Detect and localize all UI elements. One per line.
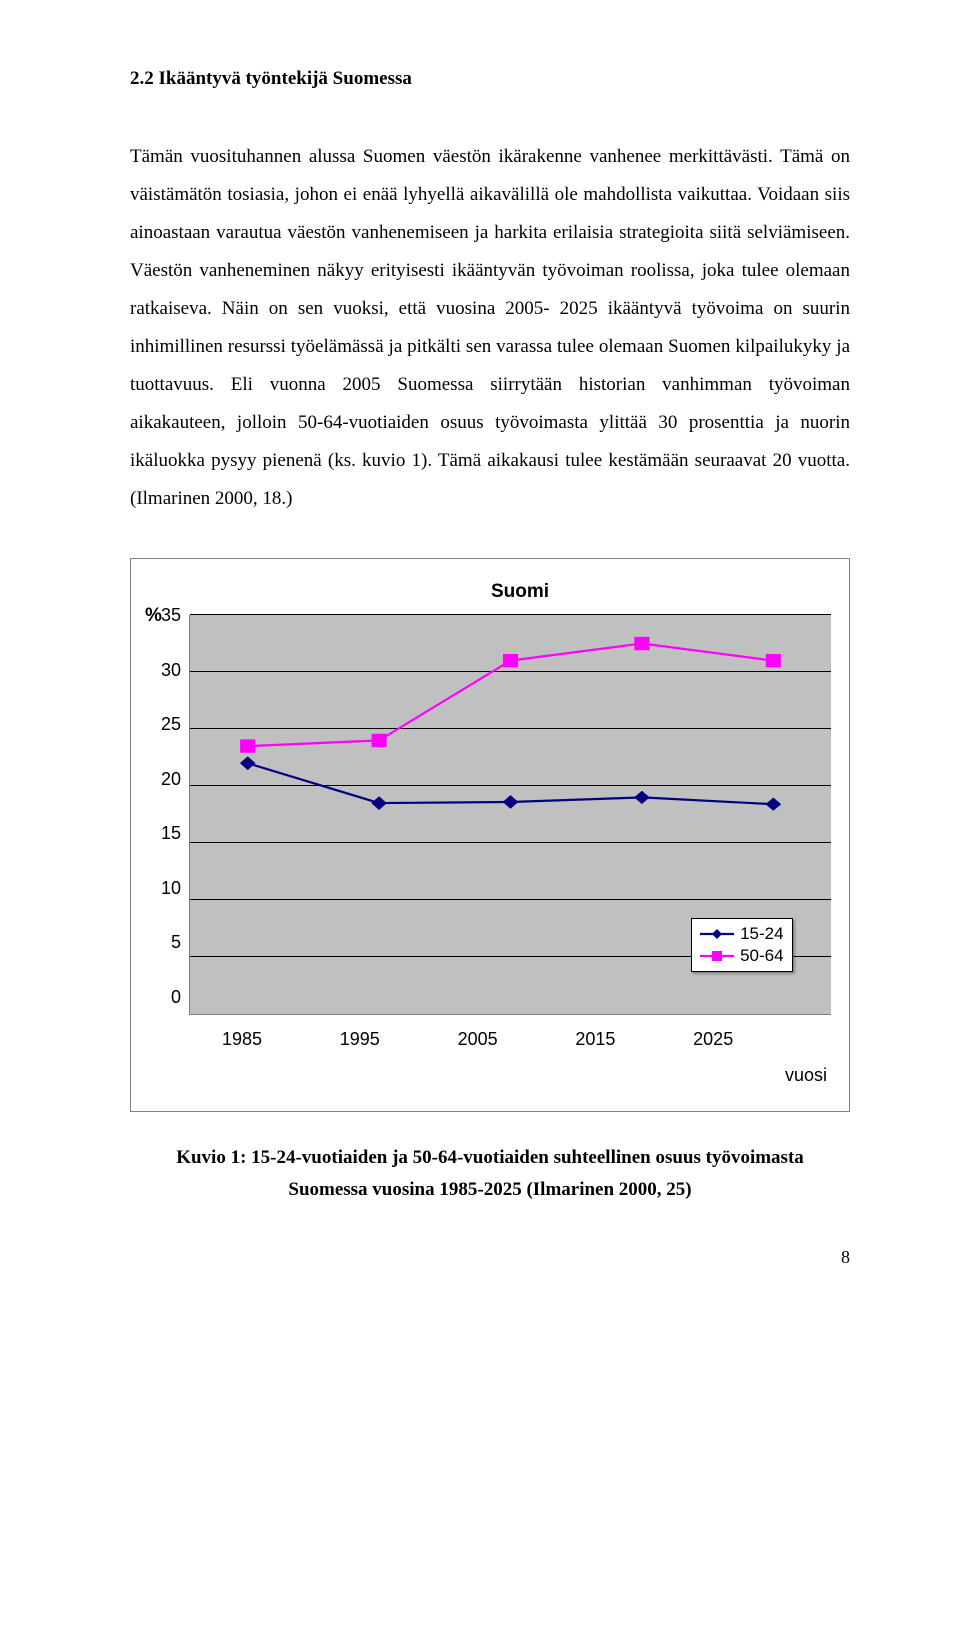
- y-tick: 5: [149, 933, 181, 951]
- figure-caption: Kuvio 1: 15-24-vuotiaiden ja 50-64-vuoti…: [130, 1142, 850, 1207]
- legend-label: 15-24: [740, 923, 783, 945]
- y-tick: 0: [149, 988, 181, 1006]
- y-tick: 10: [149, 879, 181, 897]
- y-tick: 20: [149, 770, 181, 788]
- chart-x-label: vuosi: [149, 1057, 831, 1093]
- chart-title: Suomi: [209, 573, 831, 611]
- x-tick: 2015: [536, 1021, 654, 1057]
- chart-x-axis: 1985 1995 2005 2015 2025: [189, 1015, 831, 1057]
- chart-plot-area: 15-24 50-64: [189, 615, 831, 1015]
- chart-container: Suomi % 35 30 25 20 15 10 5 0: [130, 558, 850, 1112]
- legend-item: 50-64: [700, 945, 783, 967]
- y-tick: 30: [149, 661, 181, 679]
- x-tick: 2005: [419, 1021, 537, 1057]
- caption-line: Kuvio 1: 15-24-vuotiaiden ja 50-64-vuoti…: [130, 1142, 850, 1174]
- y-tick: 15: [149, 824, 181, 842]
- y-tick: 35: [149, 606, 181, 624]
- legend-item: 15-24: [700, 923, 783, 945]
- chart-legend: 15-24 50-64: [691, 918, 792, 972]
- x-tick: 1985: [183, 1021, 301, 1057]
- legend-label: 50-64: [740, 945, 783, 967]
- x-tick: 1995: [301, 1021, 419, 1057]
- x-tick: 2025: [654, 1021, 772, 1057]
- body-paragraph: Tämän vuosituhannen alussa Suomen väestö…: [130, 138, 850, 518]
- chart-y-axis: 35 30 25 20 15 10 5 0: [149, 615, 189, 1015]
- section-heading: 2.2 Ikääntyvä työntekijä Suomessa: [130, 60, 850, 98]
- caption-line: Suomessa vuosina 1985-2025 (Ilmarinen 20…: [130, 1174, 850, 1206]
- page-number: 8: [130, 1239, 850, 1275]
- y-tick: 25: [149, 715, 181, 733]
